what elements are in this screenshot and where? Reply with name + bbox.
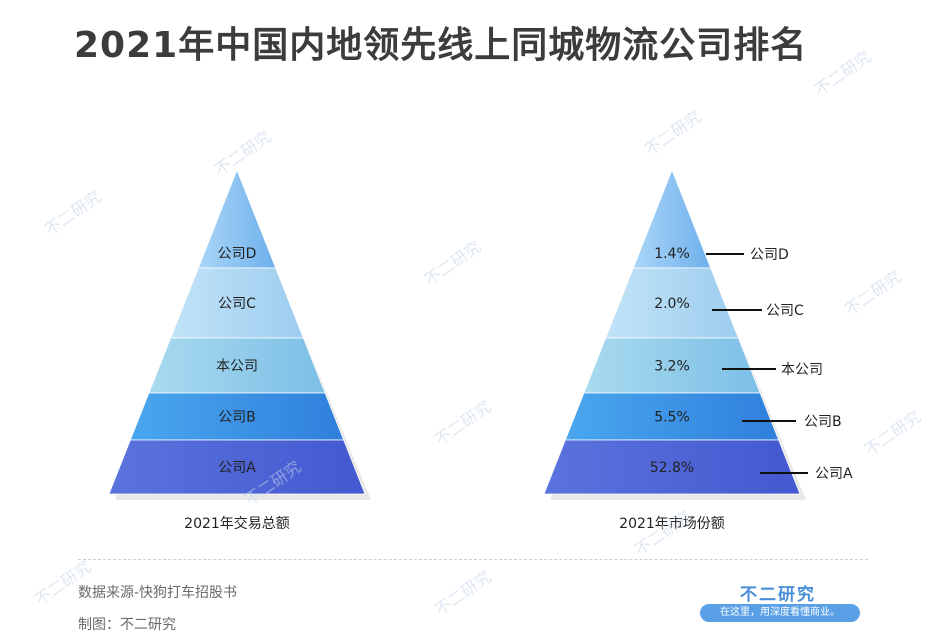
data-source-text: 数据来源-快狗打车招股书 [78, 585, 238, 601]
right-pyramid-layer-label: 3.2% [654, 359, 690, 375]
left-pyramid-layer-label: 公司C [218, 296, 256, 312]
left-pyramid-layer-5 [108, 439, 366, 495]
right-pyramid-caption: 2021年市场份额 [619, 516, 725, 532]
left-pyramid-layer-label: 公司B [218, 410, 256, 426]
company-label: 公司B [804, 414, 842, 430]
left-pyramid-layer-label: 公司D [218, 246, 257, 262]
brand-slogan: 在这里，用深度看懂商业。 [700, 604, 860, 622]
company-label: 公司D [750, 247, 789, 263]
page-title: 2021年中国内地领先线上同城物流公司排名 [74, 25, 808, 66]
company-label: 本公司 [781, 362, 823, 378]
made-by-text: 制图：不二研究 [78, 617, 176, 633]
right-pyramid-layer-5 [543, 439, 801, 495]
left-pyramid-caption: 2021年交易总额 [184, 516, 290, 532]
brand-logo: 不二研究 [740, 585, 816, 605]
company-label: 公司A [815, 466, 853, 482]
left-pyramid-layer-label: 公司A [218, 460, 256, 476]
right-pyramid-layer-label: 5.5% [654, 410, 690, 426]
left-pyramid-layer-label: 本公司 [216, 359, 258, 375]
company-label: 公司C [766, 303, 804, 319]
right-pyramid-layer-label: 2.0% [654, 296, 690, 312]
right-pyramid-layer-label: 1.4% [654, 246, 690, 262]
right-pyramid-layer-label: 52.8% [650, 460, 694, 476]
footer-divider [78, 559, 868, 560]
